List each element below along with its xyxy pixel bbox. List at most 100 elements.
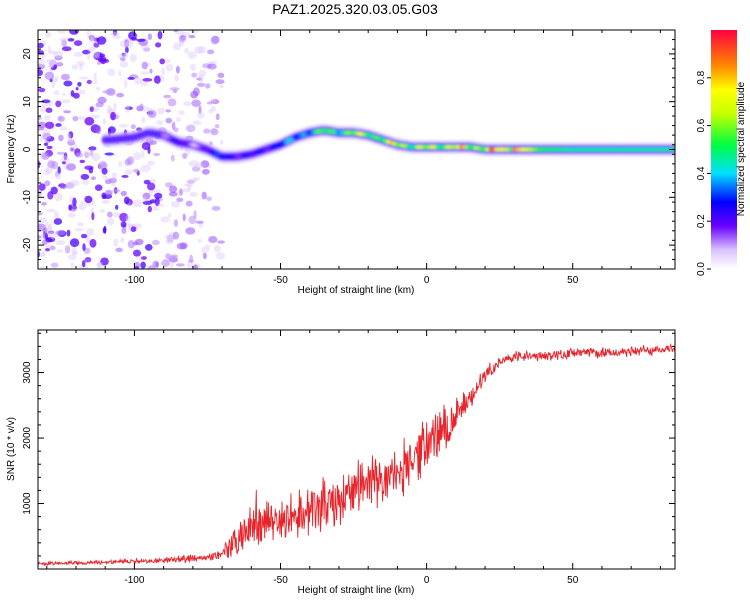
spectrogram-blob [80,173,90,180]
spectrogram-blob [170,154,175,162]
spectrogram-blob [99,208,106,213]
spectrogram-blob [87,46,96,53]
spectrogram-blob [188,34,196,39]
spectrogram-blob [121,52,127,57]
spectrogram-blob [38,183,46,191]
spectrogram-blob [123,51,129,58]
spectrogram-blob [96,125,101,134]
spectrogram-blob [45,31,52,38]
spectrogram-blob [193,46,204,54]
spectrogram-blob [203,128,211,134]
spectrogram-blob [170,201,181,208]
spectrogram-blob [147,107,153,112]
spectrogram-blob [47,160,56,169]
spectrogram-blob [164,59,172,63]
spectrogram-blob [102,117,107,126]
y-tick-label: 3000 [22,361,33,384]
spectrogram-blob [48,50,58,55]
spectrogram-blob [112,189,121,193]
spectrogram-blob [189,30,199,35]
spectrogram-blob [70,90,75,97]
y-tick-label: -10 [22,190,33,205]
spectrogram-blob [121,174,129,178]
spectrogram-blob [91,212,95,221]
spectrogram-blob [54,211,59,219]
spectrogram-blob [88,34,96,41]
spectrogram-blob [197,238,202,244]
spectrogram-blob [88,167,94,174]
spectrogram-blob [53,50,64,59]
spectrogram-blob [157,203,165,207]
spectrogram-blob [139,103,144,111]
spectrogram-blob [73,40,83,46]
snr-panel: -100 -50 0 50 1000 2000 3000 Height of straigh… [6,329,676,596]
spectrogram-blob [86,228,95,236]
spectrogram-blob [190,90,199,99]
spectrogram-blob [127,222,133,229]
spectrogram-blob [215,113,220,121]
spectrogram-blob [105,189,113,197]
spectrogram-blob [46,145,53,150]
spectrogram-blob [173,30,179,33]
spectrogram-blob [140,71,150,75]
spectrogram-blob [175,30,185,36]
colorbar-tick-label: 0.0 [696,262,707,276]
spectrogram-blob [140,164,151,173]
spectrogram-blob [55,75,58,83]
spectrogram-blob [183,101,192,107]
spectrogram-blob [187,51,197,60]
spectrogram-blob [161,259,170,267]
spectrogram-blob [182,188,191,193]
spectrogram-blob [197,112,205,119]
spectrogram-blob [80,233,88,239]
spectrogram-blob [127,240,135,249]
spectrogram-blob [41,250,45,256]
spectrogram-blob [126,104,130,114]
spectrogram-blob [67,138,76,143]
spectrogram-blob [154,192,163,199]
spectrogram-blob [142,196,147,202]
spectrogram-blob [215,79,225,85]
spectrogram-blob [101,162,106,169]
colorbar-tick-label: 0.8 [696,70,707,84]
spectrogram-blob [97,96,107,104]
spectrogram-blob [59,37,68,42]
spectrogram-blob [63,80,73,87]
spectrogram-blob [89,149,94,157]
spectrogram-blob [165,182,173,188]
spectrogram-blob [57,166,61,175]
spectrogram-blob [50,186,58,195]
spectrogram-blob [125,39,134,48]
spectrogram-blob [93,72,97,80]
spectrogram-blob [107,211,113,218]
spectrogram-blob [107,68,116,76]
spectrogram-blob [172,231,180,240]
spectrogram-blob [191,99,201,107]
spectrogram-blob [121,227,127,234]
spectrogram-blob [213,244,221,253]
spectrogram-blob [84,116,95,126]
spectrogram-blob [161,67,165,76]
spectrogram-blob [112,35,122,39]
colorbar-ticks: 0.0 0.2 0.4 0.6 0.8 [696,70,711,276]
spectrogram-blob [57,30,66,34]
spectrogram-blob [101,199,110,204]
spectrogram-blob [47,45,52,53]
spectrogram-blob [96,261,103,267]
spectrogram-blob [55,62,64,67]
spectrogram-blob [125,214,131,223]
spectrogram-blob [71,64,79,70]
spectrogram-blob [38,58,45,67]
spectrogram-blob [55,100,62,108]
spectrogram-blob [185,200,193,207]
spectrogram-blob [182,152,187,159]
spectrogram-blob [85,236,91,243]
spectrogram-blob [194,178,198,182]
spectrogram-blob [110,32,120,37]
spectrogram-blob [165,117,173,124]
spectrogram-blob [116,92,124,98]
spectrogram-blob [99,162,103,172]
spectrogram-blob [59,126,68,131]
spectrogram-blob [192,120,202,126]
